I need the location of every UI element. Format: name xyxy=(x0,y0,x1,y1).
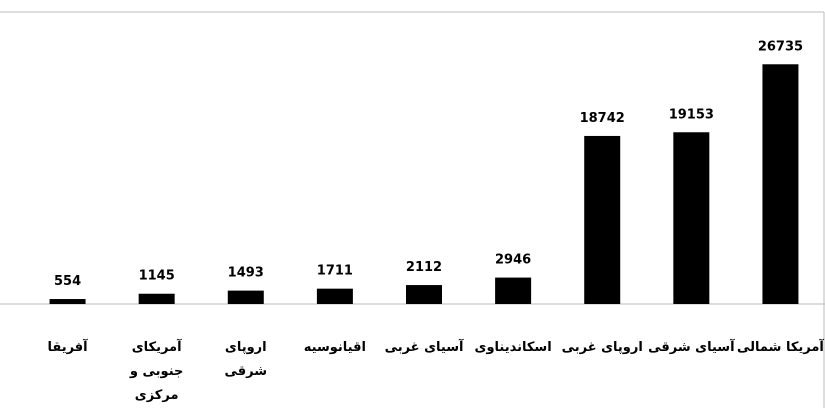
bar xyxy=(138,293,175,304)
bar xyxy=(762,64,799,304)
value-label: 2112 xyxy=(406,260,442,275)
x-tick-label: اروپای غربی xyxy=(561,340,643,355)
value-label: 554 xyxy=(54,274,81,289)
value-label: 2946 xyxy=(495,253,531,268)
x-tick-label: آفریقا xyxy=(47,340,88,355)
value-label: 1493 xyxy=(228,266,264,281)
x-tick-label: آسیای شرقی xyxy=(648,340,735,355)
x-tick-label: آمریکا شمالی xyxy=(737,340,824,355)
x-tick-label: اقیانوسیه xyxy=(303,340,366,355)
value-label: 19153 xyxy=(669,107,714,122)
bar xyxy=(316,288,353,304)
bar xyxy=(49,299,86,304)
bar xyxy=(406,285,442,304)
x-tick-label: اسکاندیناوی xyxy=(474,340,552,355)
bar xyxy=(673,132,710,304)
x-tick-label: اروپای شرقی xyxy=(224,340,268,379)
value-label: 1711 xyxy=(317,264,353,279)
value-label: 18742 xyxy=(580,111,625,126)
bar xyxy=(495,277,532,304)
value-label: 1145 xyxy=(139,269,175,284)
bar xyxy=(227,290,264,304)
x-tick-label: آسیای غربی xyxy=(384,340,464,355)
bar xyxy=(584,135,621,304)
value-label: 26735 xyxy=(758,39,803,54)
x-tick-label: آمریکای جنوبی و مرکزی xyxy=(129,340,184,403)
